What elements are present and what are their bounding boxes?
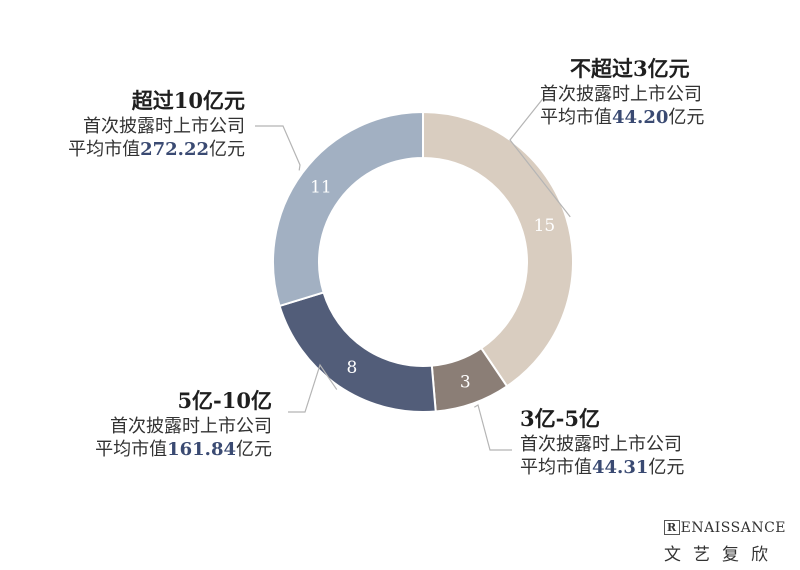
donut-slice (272, 110, 424, 308)
callout-avg-value: 44.20 (612, 106, 669, 128)
callout-3-5yi: 3亿-5亿 首次披露时上市公司 平均市值44.31亿元 (520, 406, 684, 479)
callout-line1: 首次披露时上市公司 (520, 433, 682, 455)
callout-title: 5亿-10亿 (177, 388, 272, 413)
callout-title: 不超过3亿元 (570, 56, 690, 81)
callout-avg-value: 272.22 (140, 138, 209, 160)
callout-prefix: 平均市值 (95, 438, 168, 460)
slice-value-label: 15 (534, 216, 556, 236)
donut-slice (422, 110, 574, 388)
callout-5-10yi: 5亿-10亿 首次披露时上市公司 平均市值161.84亿元 (95, 388, 272, 461)
logo-brand: R ENAISSANCE (664, 520, 786, 536)
callout-line2: 平均市值44.20亿元 (540, 106, 704, 129)
callout-leader-lines (255, 95, 571, 451)
callout-prefix: 平均市值 (540, 106, 612, 128)
callout-title: 3亿-5亿 (520, 406, 600, 431)
callout-line2: 平均市值44.31亿元 (520, 456, 684, 479)
leader-line (288, 363, 338, 413)
logo-chinese: 文艺复欣 (664, 545, 780, 565)
callout-under-3yi: 不超过3亿元 首次披露时上市公司 平均市值44.20亿元 (540, 56, 704, 129)
callout-suffix: 亿元 (236, 438, 272, 460)
callout-avg-value: 161.84 (167, 438, 236, 460)
callout-title: 超过10亿元 (131, 88, 245, 113)
callout-line1: 首次披露时上市公司 (110, 415, 272, 437)
donut-slice (278, 291, 437, 413)
leader-line (509, 95, 571, 218)
logo-brand-text: ENAISSANCE (680, 520, 786, 536)
slice-value-label: 8 (346, 358, 357, 378)
leader-line (255, 125, 301, 171)
callout-prefix: 平均市值 (520, 456, 592, 478)
callout-over-10yi: 超过10亿元 首次披露时上市公司 平均市值272.22亿元 (68, 88, 245, 161)
callout-suffix: 亿元 (648, 456, 685, 478)
slice-value-label: 11 (310, 177, 332, 197)
renaissance-logo: R ENAISSANCE 文艺复欣 (664, 520, 786, 565)
callout-prefix: 平均市值 (68, 138, 141, 160)
callout-suffix: 亿元 (209, 138, 245, 160)
slice-value-labels: 15 3 8 11 (310, 177, 555, 392)
callout-line1: 首次披露时上市公司 (540, 83, 702, 105)
callout-line2: 平均市值272.22亿元 (68, 138, 245, 161)
callout-suffix: 亿元 (668, 106, 705, 128)
donut-slices (272, 110, 574, 413)
slice-value-label: 3 (460, 373, 471, 393)
leader-line (473, 404, 512, 451)
callout-line1: 首次披露时上市公司 (83, 115, 245, 137)
callout-line2: 平均市值161.84亿元 (95, 438, 272, 461)
callout-avg-value: 44.31 (592, 456, 649, 478)
logo-mark: R (664, 520, 680, 535)
